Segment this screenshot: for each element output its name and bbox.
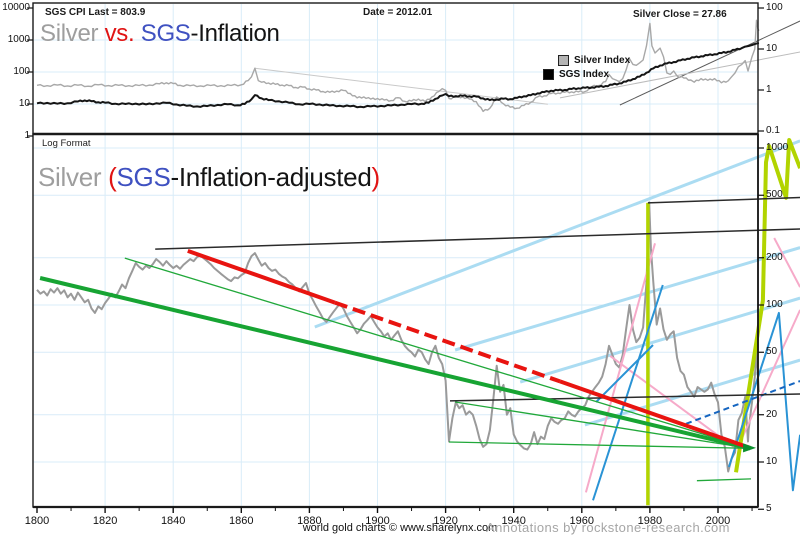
- black-resistance-480: [647, 196, 800, 204]
- black-level-27: [449, 393, 800, 402]
- axis-tick-label: 20: [766, 408, 778, 420]
- main-panel-title: Silver (SGS-Inflation-adjusted): [38, 162, 380, 193]
- green-thin-bottom: [696, 478, 752, 482]
- main-title-part-inflation-adjusted: -Inflation-adjusted: [170, 162, 372, 192]
- axis-tick-label: 10000: [2, 2, 30, 13]
- series-sgs-index: [36, 42, 760, 109]
- axis-tick-label: 1840: [160, 515, 186, 527]
- axis-tick-label: 1: [24, 130, 30, 141]
- main-title-part-paren-open: (: [108, 162, 117, 192]
- green-thin-horizontal: [448, 441, 753, 450]
- series-silver-index: [36, 19, 760, 113]
- axis-tick-label: 10: [766, 43, 778, 54]
- green-main-trendline: [39, 276, 751, 451]
- axis-tick-label: 5: [766, 503, 772, 515]
- chartreuse-projection-zigzag: [734, 138, 800, 473]
- blue-uptrend-1980: [592, 284, 664, 501]
- legend: Silver Index SGS Index: [543, 53, 630, 81]
- axis-tick-label: 200: [766, 251, 783, 263]
- footer-credit: world gold charts © www.sharelynx.com: [302, 522, 498, 534]
- axis-tick-label: 1820: [92, 515, 118, 527]
- axis-tick-label: 0.1: [766, 125, 780, 136]
- axis-tick-label: 1960: [569, 515, 595, 527]
- axis-tick-label: 1980: [637, 515, 663, 527]
- axis-tick-label: 1: [766, 84, 772, 95]
- sky-channel-1: [314, 139, 800, 329]
- axis-tick-label: 1860: [229, 515, 254, 527]
- legend-swatch-silver-index: [558, 54, 569, 66]
- log-format-label: Log Format: [42, 138, 91, 149]
- axis-tick-label: 1000: [766, 142, 789, 153]
- blue-short-trend: [595, 344, 654, 403]
- blue-dashed-target: [685, 380, 800, 425]
- axis-tick-label: 100: [13, 66, 30, 77]
- silver-projection-line: [559, 51, 800, 99]
- legend-label-sgs-index: SGS Index: [559, 68, 610, 80]
- green-thin-downtrend-1: [124, 257, 751, 450]
- legend-label-silver-index: Silver Index: [574, 54, 631, 66]
- sgs-projection-line: [619, 20, 800, 106]
- axis-tick-label: 1940: [501, 515, 526, 527]
- axis-tick-label: 1900: [365, 515, 390, 527]
- legend-item-sgs-index: SGS Index: [543, 67, 630, 81]
- green-thin-downtrend-2: [454, 401, 751, 450]
- header-silver-close: Silver Close = 27.86: [633, 9, 727, 20]
- blue-projection-zigzag: [727, 311, 800, 492]
- pink-uptrend-current: [736, 309, 800, 450]
- axis-tick-label: 1000: [7, 34, 30, 45]
- legend-swatch-sgs-index: [543, 68, 554, 80]
- red-trendline-dashed: [334, 300, 561, 384]
- main-title-part-silver: Silver: [38, 162, 109, 192]
- header-date: Date = 2012.01: [363, 7, 433, 18]
- axis-tick-label: 500: [766, 189, 783, 201]
- pink-downtrend-to-low: [609, 355, 736, 449]
- axis-tick-label: 1920: [433, 515, 458, 527]
- sky-channel-3: [519, 296, 800, 384]
- legend-item-silver-index: Silver Index: [558, 53, 630, 67]
- axis-tick-label: 100: [766, 2, 783, 13]
- axis-tick-label: 10: [766, 456, 778, 467]
- top-title-part-inflation: -Inflation: [190, 20, 280, 47]
- axis-tick-label: 50: [766, 346, 778, 358]
- top-title-part-vs: vs.: [104, 20, 141, 47]
- pink-uptrend-1980: [584, 243, 656, 493]
- main-title-part-paren-close: ): [371, 162, 381, 192]
- axis-tick-label: 1880: [297, 515, 322, 527]
- top-title-part-silver: Silver: [40, 20, 105, 47]
- axis-tick-label: 1800: [24, 515, 50, 527]
- sky-channel-2: [454, 246, 800, 352]
- red-trendline-solid-a: [187, 249, 336, 305]
- main-title-part-sgs: SGS: [116, 162, 171, 192]
- red-trendline-solid-b: [559, 379, 751, 450]
- axis-tick-label: 10: [18, 98, 30, 109]
- axis-tick-label: 100: [766, 299, 783, 310]
- top-panel-title: Silver vs. SGS-Inflation: [40, 20, 280, 48]
- top-title-part-sgs: SGS: [140, 20, 191, 47]
- green-arrowhead: [743, 443, 757, 453]
- footer-annotations-credit: Annotations by rockstone-research.com: [486, 520, 730, 535]
- pink-wedge-upper: [773, 237, 800, 288]
- axis-tick-label: 2000: [705, 515, 731, 527]
- header-sgs-cpi-last: SGS CPI Last = 803.9: [45, 7, 146, 18]
- black-resistance-230: [155, 228, 800, 250]
